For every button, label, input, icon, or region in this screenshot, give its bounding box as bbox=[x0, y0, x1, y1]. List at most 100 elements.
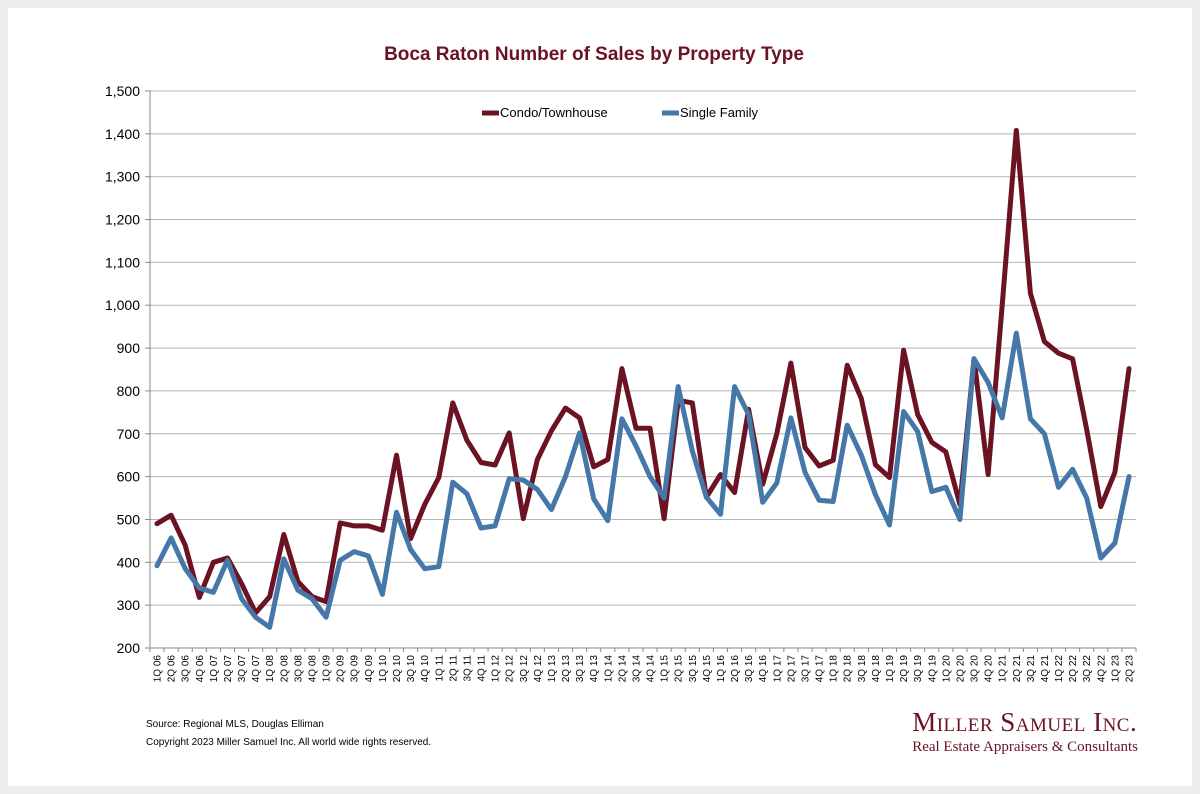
x-tick-label: 4Q 16 bbox=[758, 655, 769, 683]
x-tick-label: 2Q 07 bbox=[223, 655, 234, 683]
legend: Condo/Townhouse Single Family bbox=[482, 105, 759, 120]
x-tick-label: 3Q 16 bbox=[744, 655, 755, 683]
x-tick-label: 1Q 10 bbox=[378, 655, 389, 683]
source-note: Source: Regional MLS, Douglas Elliman Co… bbox=[146, 716, 431, 752]
x-tick-label: 1Q 08 bbox=[265, 655, 276, 683]
x-tick-label: 2Q 09 bbox=[336, 655, 347, 683]
chart-title: Boca Raton Number of Sales by Property T… bbox=[384, 44, 804, 65]
copyright-text: Copyright 2023 Miller Samuel Inc. All wo… bbox=[146, 737, 432, 748]
x-tick-label: 3Q 14 bbox=[631, 655, 642, 683]
x-tick-label: 3Q 08 bbox=[293, 655, 304, 683]
x-tick-label: 1Q 12 bbox=[491, 655, 502, 683]
x-tick-label: 3Q 07 bbox=[237, 655, 248, 683]
x-tick-label: 4Q 07 bbox=[251, 655, 262, 683]
y-tick-label: 1,200 bbox=[105, 212, 140, 228]
x-tick-label: 3Q 22 bbox=[1082, 655, 1093, 683]
y-tick-label: 600 bbox=[117, 469, 141, 485]
x-tick-label: 2Q 16 bbox=[730, 655, 741, 683]
x-tick-label: 2Q 22 bbox=[1068, 655, 1079, 683]
y-tick-label: 1,100 bbox=[105, 254, 140, 270]
x-tick-label: 4Q 14 bbox=[646, 655, 657, 683]
brand-logo: Miller Samuel Inc. Real Estate Appraiser… bbox=[912, 707, 1138, 757]
x-tick-label: 2Q 21 bbox=[1012, 655, 1023, 683]
x-tick-label: 2Q 19 bbox=[899, 655, 910, 683]
x-tick-label: 1Q 15 bbox=[660, 655, 671, 683]
x-tick-label: 3Q 10 bbox=[406, 655, 417, 683]
x-tick-label: 4Q 08 bbox=[307, 655, 318, 683]
x-tick-label: 2Q 10 bbox=[392, 655, 403, 683]
gridlines bbox=[150, 90, 1136, 606]
x-tick-label: 2Q 11 bbox=[448, 655, 459, 682]
x-tick-label: 1Q 17 bbox=[772, 655, 783, 683]
x-tick-label: 3Q 18 bbox=[857, 655, 868, 683]
x-tick-label: 1Q 22 bbox=[1054, 655, 1065, 683]
x-tick-label: 4Q 10 bbox=[420, 655, 431, 683]
y-tick-label: 700 bbox=[117, 426, 141, 442]
x-tick-label: 2Q 13 bbox=[561, 655, 572, 683]
x-tick-label: 3Q 12 bbox=[519, 655, 530, 683]
x-tick-label: 3Q 17 bbox=[800, 655, 811, 683]
x-tick-label: 3Q 09 bbox=[350, 655, 361, 683]
x-tick-label: 3Q 15 bbox=[688, 655, 699, 683]
x-tick-label: 1Q 21 bbox=[998, 655, 1009, 683]
x-tick-label: 2Q 15 bbox=[674, 655, 685, 683]
axes bbox=[149, 91, 1136, 649]
x-tick-label: 4Q 06 bbox=[195, 655, 206, 683]
x-tick-label: 4Q 18 bbox=[871, 655, 882, 683]
x-tick-label: 2Q 06 bbox=[167, 655, 178, 683]
x-tick-label: 1Q 14 bbox=[603, 655, 614, 683]
x-tick-label: 4Q 22 bbox=[1096, 655, 1107, 683]
x-axis-ticks: 1Q 06 2Q 06 3Q 06 4Q 06 1Q 07 2Q 07 3Q 07 4Q 07… bbox=[149, 648, 1137, 683]
x-tick-label: 2Q 18 bbox=[843, 655, 854, 683]
y-axis-ticks: 200 300 400 500 600 700 800 900 1,000 1,100 1,200 1… bbox=[105, 83, 150, 656]
legend-label: Condo/Townhouse bbox=[500, 105, 608, 120]
x-tick-label: 3Q 19 bbox=[913, 655, 924, 683]
x-tick-label: 2Q 12 bbox=[505, 655, 516, 683]
y-tick-label: 500 bbox=[117, 511, 141, 527]
x-tick-label: 1Q 16 bbox=[716, 655, 727, 683]
x-tick-label: 1Q 20 bbox=[941, 655, 952, 683]
x-tick-label: 2Q 23 bbox=[1124, 655, 1135, 683]
x-tick-label: 3Q 20 bbox=[970, 655, 981, 683]
x-tick-label: 1Q 23 bbox=[1110, 655, 1121, 683]
x-tick-label: 2Q 14 bbox=[617, 655, 628, 683]
x-tick-label: 4Q 12 bbox=[533, 655, 544, 683]
x-tick-label: 4Q 21 bbox=[1040, 655, 1051, 683]
x-tick-label: 2Q 08 bbox=[279, 655, 290, 683]
series-line-single-family bbox=[154, 330, 1132, 630]
x-tick-label: 4Q 19 bbox=[927, 655, 938, 683]
x-tick-label: 3Q 21 bbox=[1026, 655, 1037, 683]
y-tick-label: 1,300 bbox=[105, 169, 140, 185]
x-tick-label: 4Q 15 bbox=[702, 655, 713, 683]
x-tick-label: 4Q 20 bbox=[984, 655, 995, 683]
x-tick-label: 3Q 06 bbox=[181, 655, 192, 683]
x-tick-label: 2Q 20 bbox=[955, 655, 966, 683]
source-text: Source: Regional MLS, Douglas Elliman bbox=[146, 719, 324, 730]
x-tick-label: 1Q 09 bbox=[322, 655, 333, 683]
x-tick-label: 4Q 11 bbox=[477, 655, 488, 682]
y-tick-label: 1,000 bbox=[105, 297, 140, 313]
x-tick-label: 2Q 17 bbox=[786, 655, 797, 683]
x-tick-label: 1Q 06 bbox=[153, 655, 164, 683]
x-tick-label: 1Q 19 bbox=[885, 655, 896, 683]
y-tick-label: 300 bbox=[117, 597, 141, 613]
x-tick-label: 3Q 13 bbox=[575, 655, 586, 683]
x-tick-label: 1Q 18 bbox=[829, 655, 840, 683]
legend-label: Single Family bbox=[680, 105, 759, 120]
series-lines bbox=[154, 127, 1132, 630]
x-tick-label: 3Q 11 bbox=[462, 655, 473, 682]
x-tick-label: 4Q 17 bbox=[815, 655, 826, 683]
y-tick-label: 400 bbox=[117, 554, 141, 570]
y-tick-label: 1,500 bbox=[105, 83, 140, 99]
x-tick-label: 1Q 07 bbox=[209, 655, 220, 683]
brand-name: Miller Samuel Inc. bbox=[912, 707, 1138, 737]
y-tick-label: 900 bbox=[117, 340, 141, 356]
x-tick-label: 4Q 13 bbox=[589, 655, 600, 683]
x-tick-label: 1Q 11 bbox=[434, 655, 445, 682]
x-tick-label: 1Q 13 bbox=[547, 655, 558, 683]
brand-tagline: Real Estate Appraisers & Consultants bbox=[912, 739, 1138, 755]
y-tick-label: 800 bbox=[117, 383, 141, 399]
y-tick-label: 200 bbox=[117, 640, 141, 656]
y-tick-label: 1,400 bbox=[105, 126, 140, 142]
